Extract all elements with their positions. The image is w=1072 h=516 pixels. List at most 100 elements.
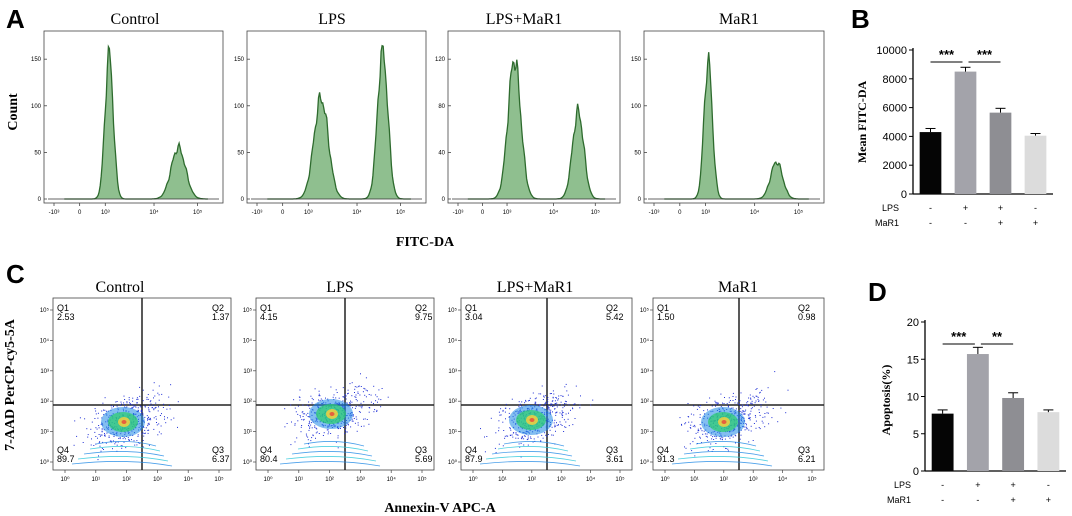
flow-dot: [137, 435, 139, 437]
flow-dot: [104, 397, 106, 399]
flow-dot: [684, 446, 685, 448]
flow-dot: [520, 437, 522, 439]
flow-dot: [363, 418, 365, 420]
flow-dot: [307, 412, 309, 414]
flow-dot: [751, 402, 753, 404]
flow-dot: [144, 405, 146, 407]
flow-dot: [720, 393, 722, 395]
flow-dot: [296, 437, 298, 439]
flow-dot: [97, 417, 99, 419]
flow-dot: [149, 417, 151, 419]
flow-dot: [750, 425, 752, 427]
flow-dot: [344, 433, 346, 435]
y-tick-label: 20: [907, 317, 919, 329]
flow-dot: [308, 420, 310, 422]
flow-dot: [302, 413, 304, 415]
flow-dot: [739, 438, 741, 440]
flow-dot: [318, 433, 320, 434]
flow-dot: [738, 400, 740, 402]
flow-dot: [709, 397, 711, 399]
x-tick-label: 10¹: [690, 477, 699, 483]
flow-dot: [714, 400, 716, 402]
flow-dot: [755, 420, 757, 422]
flow-dot: [518, 401, 520, 403]
flow-dot: [745, 404, 747, 406]
flow-dot: [746, 404, 748, 406]
panel-b-letter: B: [851, 4, 870, 34]
flow-dot: [132, 406, 134, 408]
flow-dot: [161, 393, 163, 395]
flow-dot: [777, 421, 779, 423]
flow-dot: [685, 422, 687, 424]
histogram-fill: [267, 45, 411, 200]
flow-dot: [716, 403, 718, 405]
y-tick-label: 10²: [448, 399, 457, 405]
y-tick-label: 2000: [883, 160, 907, 172]
flow-dot: [307, 416, 309, 417]
x-tick-label: 10³: [701, 210, 710, 216]
flow-dot: [574, 418, 576, 419]
flow-dot: [689, 443, 691, 445]
flow-dot: [732, 400, 734, 401]
flow-dot: [98, 425, 100, 426]
flow-dot: [373, 385, 375, 387]
flow-dot: [97, 437, 98, 439]
flow-dot: [128, 439, 130, 440]
flow-dot: [377, 401, 378, 403]
y-tick-label: 10¹: [243, 430, 252, 436]
flow-streak: [291, 451, 373, 457]
flow-dot: [555, 397, 557, 398]
treatment-sign: -: [941, 480, 944, 490]
flow-dot: [135, 406, 137, 408]
flow-dot: [142, 440, 144, 441]
flow-dot: [116, 444, 118, 446]
flow-dot: [691, 450, 693, 452]
flow-dot: [378, 389, 380, 391]
flow-dot: [509, 427, 511, 429]
flow-dot: [147, 432, 149, 434]
flow-dot: [119, 404, 121, 406]
flow-dot: [495, 452, 497, 454]
flow-dot: [547, 405, 549, 407]
flow-dot: [314, 426, 316, 428]
quadrant-label-q3: Q3: [415, 445, 427, 455]
panel-c-y-label: 7-AAD PerCP-cy5-5A: [3, 318, 18, 451]
flow-dot: [735, 399, 736, 400]
flow-streak: [297, 446, 369, 452]
flow-dot: [368, 411, 370, 413]
flow-dot: [126, 402, 128, 404]
flow-dot: [151, 407, 153, 409]
flow-dot: [79, 417, 81, 419]
flow-dot: [579, 404, 581, 406]
flow-dot: [724, 438, 726, 440]
flow-dot: [303, 418, 305, 420]
quadrant-value-q1: 4.15: [260, 312, 278, 322]
flow-dot: [140, 410, 142, 412]
x-tick-label: 10²: [122, 477, 131, 483]
flow-dot: [511, 434, 513, 436]
flow-dot: [563, 431, 565, 432]
y-tick-label: 10⁴: [40, 337, 50, 344]
flow-dot: [370, 394, 372, 396]
flow-dot: [318, 390, 320, 392]
flow-dot: [134, 444, 136, 446]
flow-dot: [127, 437, 129, 439]
flow-dot: [744, 410, 746, 412]
flow-dot: [306, 404, 308, 406]
flow-dot: [556, 411, 558, 413]
flow-dot: [291, 421, 292, 423]
y-tick-label: 10⁰: [640, 459, 650, 466]
flow-dot: [735, 408, 737, 410]
flow-dot: [294, 423, 296, 425]
flow-dot: [750, 430, 752, 432]
flow-dot: [316, 431, 318, 433]
flow-dot: [749, 418, 751, 420]
y-tick-label: 10000: [876, 45, 907, 57]
flow-dot: [284, 426, 286, 428]
flow-dot: [359, 411, 361, 413]
flow-dot: [507, 435, 509, 437]
flow-dot: [147, 407, 149, 409]
flow-dot: [498, 420, 500, 422]
flow-dot: [759, 392, 761, 394]
